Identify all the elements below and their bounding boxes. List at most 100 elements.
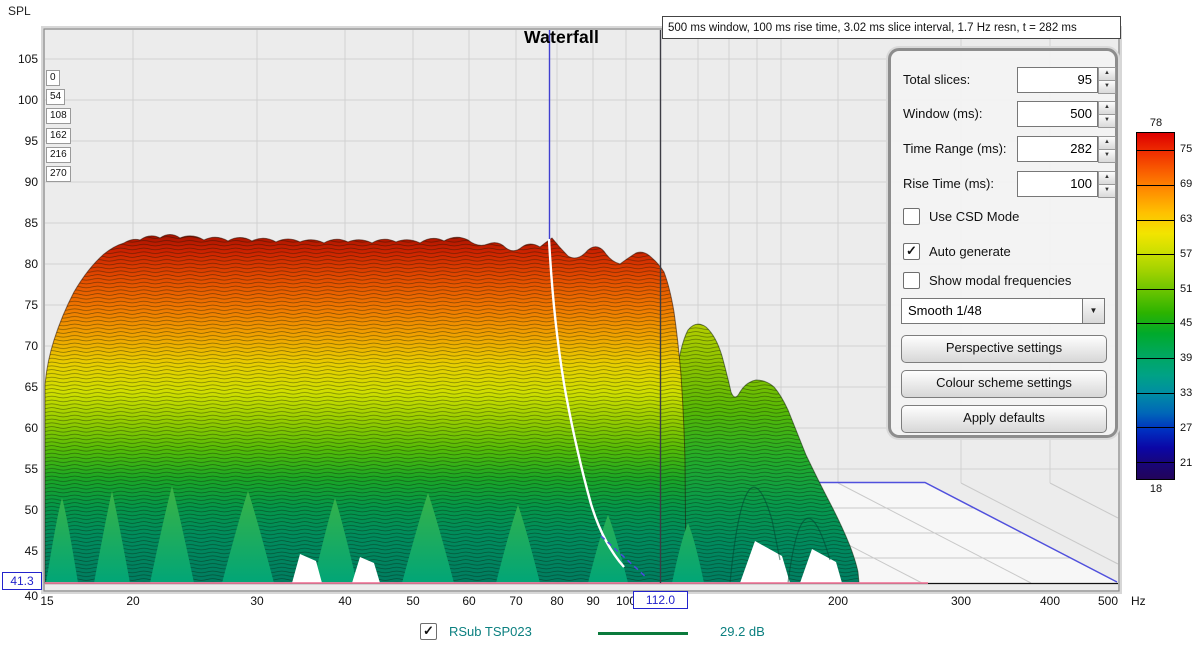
- colorbar-label: 21: [1180, 457, 1193, 469]
- smoothing-dropdown[interactable]: Smooth 1/48 ▼: [901, 298, 1105, 324]
- show-modal-frequencies-label: Show modal frequencies: [929, 273, 1072, 288]
- cursor-frequency-readout: 112.0: [633, 591, 688, 609]
- x-tick: 90: [586, 594, 600, 608]
- y-tick: 75: [24, 298, 38, 312]
- chevron-down-icon[interactable]: ▼: [1082, 299, 1104, 323]
- spin-down-icon[interactable]: ▼: [1098, 149, 1116, 163]
- x-axis-unit: Hz: [1131, 594, 1146, 608]
- colorbar-tick: [1137, 461, 1174, 463]
- spin-up-icon[interactable]: ▲: [1098, 136, 1116, 150]
- spin-down-icon[interactable]: ▼: [1098, 184, 1116, 198]
- colorbar-max-label: 78: [1149, 117, 1163, 129]
- show-modal-frequencies-checkbox[interactable]: [903, 272, 920, 289]
- time-slice-label: 270: [46, 166, 71, 182]
- x-tick: 15: [40, 594, 54, 608]
- total-slices-label: Total slices:: [903, 72, 971, 87]
- x-tick: 80: [550, 594, 564, 608]
- x-tick: 400: [1039, 594, 1061, 608]
- colorbar-label: 69: [1180, 178, 1193, 190]
- x-tick: 500: [1097, 594, 1119, 608]
- legend-line-sample: [598, 632, 688, 635]
- y-tick: 90: [24, 175, 38, 189]
- spin-down-icon[interactable]: ▼: [1098, 80, 1116, 94]
- rise-time-input[interactable]: 100: [1017, 171, 1098, 197]
- y-tick: 60: [24, 421, 38, 435]
- plot-outer-bevel: [41, 26, 1122, 594]
- colorbar-tick: [1137, 254, 1174, 256]
- plot-title: Waterfall: [524, 27, 600, 47]
- y-tick: 65: [24, 380, 38, 394]
- colorbar-tick: [1137, 323, 1174, 325]
- time-slice-label: 108: [46, 108, 71, 124]
- cursor-time-projection-line: [600, 535, 648, 579]
- y-tick: 40: [24, 589, 38, 603]
- smoothing-dropdown-value: Smooth 1/48: [908, 303, 982, 318]
- colorbar-label: 39: [1180, 352, 1193, 364]
- y-tick: 45: [24, 544, 38, 558]
- cursor-spl-readout: 41.3: [2, 572, 42, 590]
- colorbar-label: 27: [1180, 422, 1193, 434]
- colorbar-tick: [1137, 288, 1174, 290]
- rise-time-row: Rise Time (ms): 100 ▲ ▼: [903, 171, 1116, 199]
- y-tick: 50: [24, 503, 38, 517]
- colorbar-label: 57: [1180, 248, 1193, 260]
- colorbar-label: 75: [1180, 143, 1193, 155]
- spin-up-icon[interactable]: ▲: [1098, 67, 1116, 81]
- total-slices-row: Total slices: 95 ▲ ▼: [903, 67, 1116, 95]
- tail-ridge-lines: [729, 486, 831, 584]
- use-csd-mode-label: Use CSD Mode: [929, 209, 1020, 224]
- rise-time-label: Rise Time (ms):: [903, 176, 994, 191]
- x-tick: 40: [338, 594, 352, 608]
- colorbar-label: 45: [1180, 317, 1193, 329]
- waterfall-surface: [44, 234, 860, 584]
- waterfall-controls-panel: Total slices: 95 ▲ ▼ Window (ms): 500 ▲ ▼ …: [888, 48, 1118, 438]
- colorbar-label: 63: [1180, 213, 1193, 225]
- smooth-front-slices: [46, 486, 704, 583]
- y-tick: 95: [24, 134, 38, 148]
- window-ms-row: Window (ms): 500 ▲ ▼: [903, 101, 1116, 129]
- colorbar: [1136, 132, 1175, 480]
- x-tick: 20: [126, 594, 140, 608]
- auto-generate-checkbox[interactable]: ✓: [903, 243, 920, 260]
- y-tick: 70: [24, 339, 38, 353]
- auto-generate-label: Auto generate: [929, 244, 1011, 259]
- time-slice-label: 54: [46, 89, 66, 105]
- legend-measurement-name[interactable]: RSub TSP023: [449, 624, 532, 639]
- perspective-settings-button[interactable]: Perspective settings: [901, 335, 1107, 363]
- y-tick: 85: [24, 216, 38, 230]
- colour-scheme-settings-button[interactable]: Colour scheme settings: [901, 370, 1107, 398]
- y-tick: 80: [24, 257, 38, 271]
- spin-down-icon[interactable]: ▼: [1098, 114, 1116, 128]
- colorbar-tick: [1137, 427, 1174, 429]
- window-ms-input[interactable]: 500: [1017, 101, 1098, 127]
- highlighted-slice-trace: [547, 238, 625, 568]
- y-tick: 100: [17, 93, 38, 107]
- time-slice-label: 162: [46, 128, 71, 144]
- time-range-label: Time Range (ms):: [903, 141, 1007, 156]
- colorbar-tick: [1137, 184, 1174, 186]
- colorbar-min-label: 18: [1149, 483, 1163, 495]
- colorbar-tick: [1137, 219, 1174, 221]
- spin-up-icon[interactable]: ▲: [1098, 101, 1116, 115]
- colorbar-tick: [1137, 392, 1174, 394]
- total-slices-input[interactable]: 95: [1017, 67, 1098, 93]
- legend-checkbox[interactable]: ✓: [420, 623, 437, 640]
- colorbar-label: 51: [1180, 283, 1193, 295]
- apply-defaults-button[interactable]: Apply defaults: [901, 405, 1107, 433]
- colorbar-label: 33: [1180, 387, 1193, 399]
- colorbar-tick: [1137, 357, 1174, 359]
- time-range-row: Time Range (ms): 282 ▲ ▼: [903, 136, 1116, 164]
- use-csd-mode-checkbox[interactable]: [903, 208, 920, 225]
- time-slice-label: 216: [46, 147, 71, 163]
- x-tick: 300: [950, 594, 972, 608]
- legend-db-readout: 29.2 dB: [720, 624, 765, 639]
- time-range-input[interactable]: 282: [1017, 136, 1098, 162]
- x-tick: 200: [827, 594, 849, 608]
- time-slice-label: 0: [46, 70, 60, 86]
- y-tick: 105: [17, 52, 38, 66]
- plot-border: [43, 28, 1120, 592]
- window-ms-label: Window (ms):: [903, 106, 983, 121]
- x-tick: 30: [250, 594, 264, 608]
- spin-up-icon[interactable]: ▲: [1098, 171, 1116, 185]
